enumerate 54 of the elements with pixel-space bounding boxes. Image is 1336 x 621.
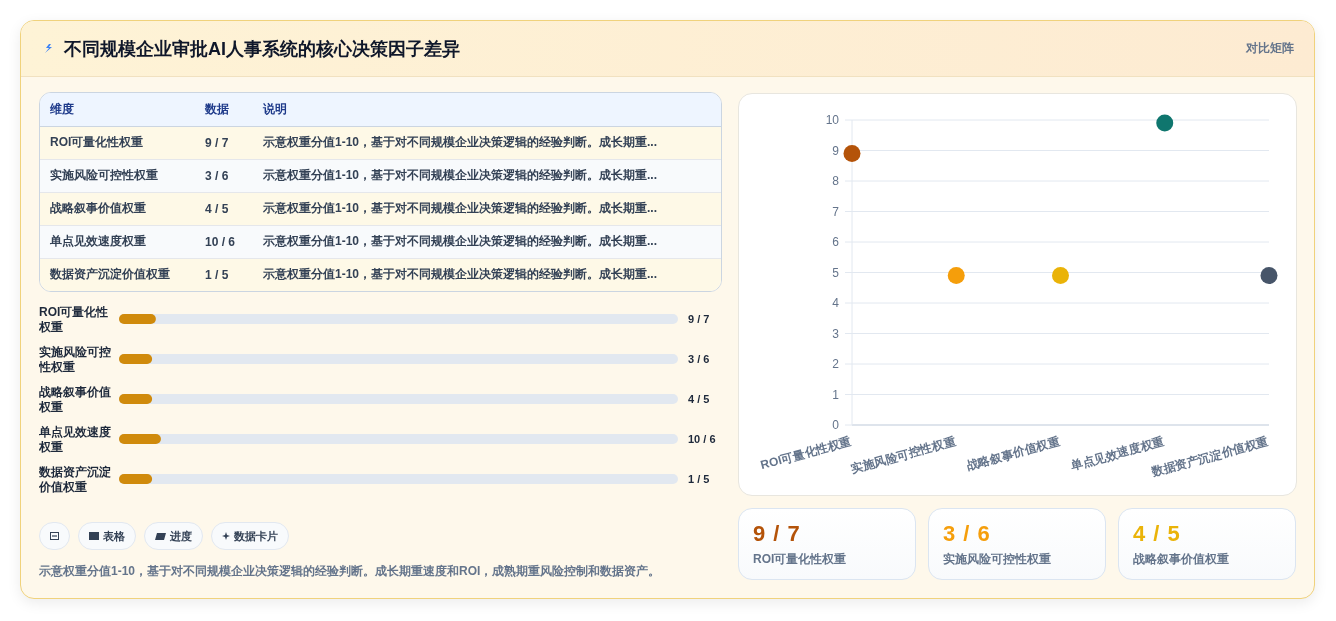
text: 3 / 6 [943, 521, 991, 546]
text: 4 / 5 [205, 201, 229, 216]
text: 示意权重分值1-10，基于对不同规模企业决策逻辑的经验判断。成长期重... [263, 267, 658, 282]
text: 对比矩阵 [1246, 41, 1294, 55]
text: 9 / 7 [688, 313, 710, 325]
point [1052, 267, 1069, 285]
text: 数据资产沉淀价值权重 [50, 267, 170, 282]
view-button[interactable]: 表格 [78, 522, 136, 550]
y-tick-label: 5 [832, 265, 840, 280]
text: 4 / 5 [1133, 521, 1181, 546]
text: 1 / 5 [688, 473, 710, 485]
point [1260, 267, 1278, 285]
text: 不同规模企业审批AI人事系统的核心决策因子差异 [64, 38, 460, 59]
category-label: 实施风险可控性权重 [943, 552, 1051, 566]
category-label: 说明 [263, 101, 287, 116]
text: 示意权重分值1-10，基于对不同规模企业决策逻辑的经验判断。成长期重... [263, 201, 658, 215]
y-tick-label: 7 [832, 204, 840, 219]
text: 4 / 5 [688, 393, 710, 405]
y-tick-label: 实施风险可控性权重 [38, 344, 111, 374]
y-tick-label: 10 [825, 113, 840, 128]
text: ROI可量化性权重 [50, 135, 144, 149]
x-tick-label: 战略叙事价值权重 [964, 434, 1062, 473]
y-tick-label: 9 [832, 143, 840, 158]
text: 1 / 5 [205, 267, 229, 282]
y-tick-label: ROI可量化性权重 [38, 304, 109, 334]
category-label: 数据 [205, 101, 229, 116]
category-label: 战略叙事价值权重 [1133, 552, 1229, 566]
y-tick-label: 8 [832, 174, 840, 189]
text: 10 / 6 [205, 234, 236, 249]
text: 3 / 6 [688, 353, 710, 365]
y-tick-label: 4 [832, 296, 840, 311]
text: 示意权重分值1-10，基于对不同规模企业决策逻辑的经验判断。成长期重... [263, 168, 658, 182]
text: 示意权重分值1-10，基于对不同规模企业决策逻辑的经验判断。成长期重... [263, 135, 658, 149]
y-tick-label: 6 [832, 235, 840, 250]
view-button[interactable]: 进度 [144, 522, 203, 550]
y-tick-label: 3 [832, 326, 840, 341]
view-button[interactable]: 数据卡片 [211, 522, 289, 550]
y-tick-label: 2 [832, 357, 840, 372]
text: 9 / 7 [205, 135, 229, 150]
text: 9 / 7 [753, 521, 801, 546]
text: 3 / 6 [205, 168, 229, 183]
text: 战略叙事价值权重 [50, 201, 146, 215]
text: 实施风险可控性权重 [50, 168, 158, 182]
y-tick-label: 0 [832, 418, 840, 433]
category-label: 维度 [50, 101, 74, 116]
text: 示意权重分值1-10，基于对不同规模企业决策逻辑的经验判断。成长期重速度和ROI，成熟期重风险控制和数据资产。 [39, 564, 661, 578]
text: 单点见效速度权重 [50, 234, 146, 248]
y-tick-label: 战略叙事价值权重 [38, 384, 111, 414]
point [843, 145, 861, 163]
text: 示意权重分值1-10，基于对不同规模企业决策逻辑的经验判断。成长期重... [263, 234, 658, 248]
text: 10 / 6 [688, 433, 716, 445]
point [1156, 114, 1174, 132]
y-tick-label: 1 [832, 387, 840, 402]
point [947, 267, 965, 285]
